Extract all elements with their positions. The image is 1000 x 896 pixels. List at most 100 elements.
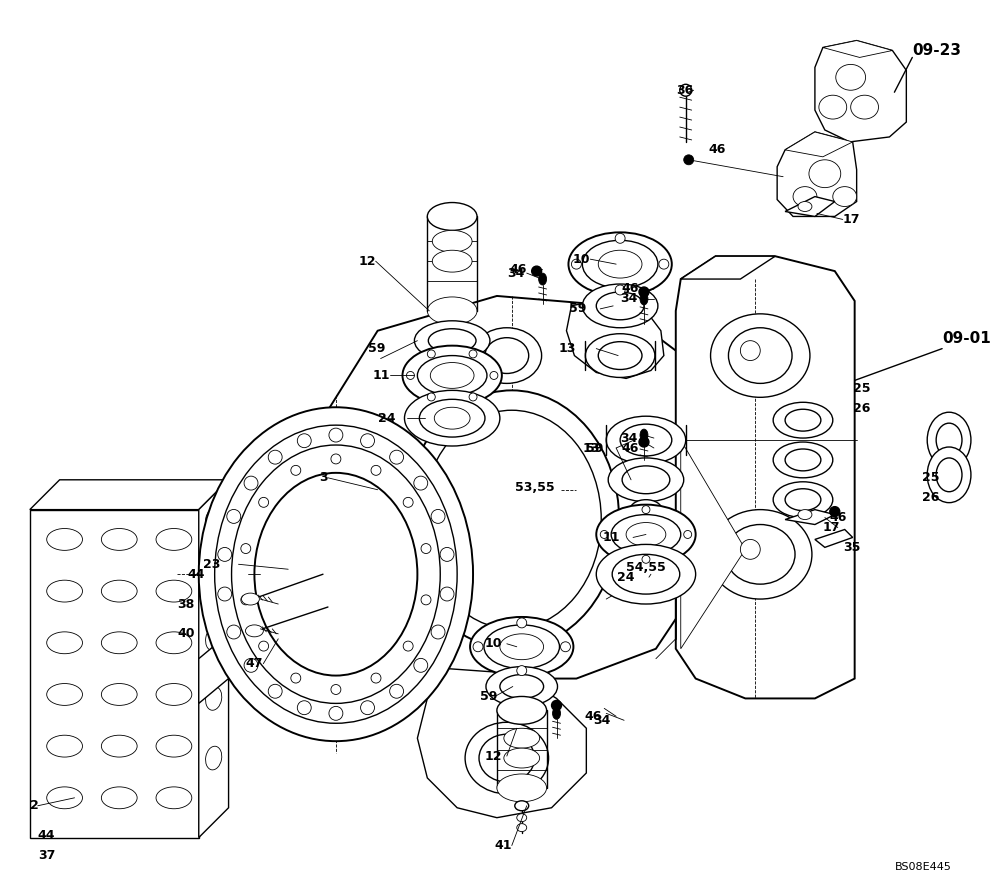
Ellipse shape: [830, 506, 840, 517]
Ellipse shape: [156, 529, 192, 550]
Ellipse shape: [517, 814, 527, 822]
Ellipse shape: [440, 587, 454, 601]
Ellipse shape: [254, 473, 417, 676]
Ellipse shape: [232, 445, 440, 703]
Ellipse shape: [390, 685, 404, 698]
Ellipse shape: [785, 449, 821, 471]
Ellipse shape: [515, 801, 529, 811]
Ellipse shape: [329, 706, 343, 720]
Polygon shape: [199, 479, 229, 838]
Text: 11: 11: [372, 369, 390, 382]
Ellipse shape: [244, 476, 258, 490]
Ellipse shape: [421, 544, 431, 554]
Ellipse shape: [414, 321, 490, 360]
Text: 13: 13: [583, 442, 600, 454]
Ellipse shape: [582, 240, 658, 288]
Ellipse shape: [404, 391, 619, 649]
Ellipse shape: [417, 356, 487, 395]
Ellipse shape: [606, 417, 686, 464]
Ellipse shape: [484, 625, 560, 668]
Polygon shape: [785, 132, 853, 157]
Text: 26: 26: [853, 401, 870, 415]
Ellipse shape: [630, 500, 662, 520]
Ellipse shape: [403, 642, 413, 651]
Ellipse shape: [539, 273, 547, 285]
Ellipse shape: [552, 701, 561, 711]
Ellipse shape: [206, 567, 222, 591]
Text: 36: 36: [676, 83, 694, 97]
Ellipse shape: [47, 581, 82, 602]
Ellipse shape: [596, 504, 696, 564]
Text: 17: 17: [843, 213, 860, 226]
Ellipse shape: [291, 673, 301, 683]
Polygon shape: [815, 40, 906, 142]
Polygon shape: [676, 256, 855, 699]
Ellipse shape: [639, 437, 649, 447]
Text: 10: 10: [573, 253, 590, 266]
Ellipse shape: [620, 424, 672, 456]
Ellipse shape: [404, 391, 500, 446]
Ellipse shape: [740, 539, 760, 559]
Ellipse shape: [809, 159, 841, 187]
Ellipse shape: [414, 476, 428, 490]
Ellipse shape: [427, 202, 477, 230]
Ellipse shape: [268, 450, 282, 464]
Text: 44: 44: [187, 568, 205, 581]
Text: 12: 12: [485, 750, 502, 762]
Ellipse shape: [206, 508, 222, 531]
Polygon shape: [681, 440, 745, 649]
Ellipse shape: [331, 685, 341, 694]
Ellipse shape: [156, 632, 192, 654]
Ellipse shape: [227, 510, 241, 523]
Ellipse shape: [47, 787, 82, 809]
Text: 38: 38: [178, 598, 195, 610]
Text: 41: 41: [494, 839, 512, 852]
Ellipse shape: [560, 642, 570, 651]
Ellipse shape: [553, 707, 560, 719]
Ellipse shape: [486, 667, 558, 706]
Ellipse shape: [582, 284, 658, 328]
Ellipse shape: [403, 497, 413, 507]
Ellipse shape: [101, 736, 137, 757]
Ellipse shape: [421, 595, 431, 605]
Ellipse shape: [640, 293, 648, 305]
Ellipse shape: [798, 202, 812, 211]
Ellipse shape: [215, 425, 457, 723]
Polygon shape: [30, 510, 199, 838]
Ellipse shape: [571, 259, 581, 269]
Ellipse shape: [615, 285, 625, 295]
Text: 17: 17: [823, 521, 840, 534]
Ellipse shape: [241, 544, 251, 554]
Ellipse shape: [422, 410, 601, 629]
Ellipse shape: [936, 423, 962, 457]
Ellipse shape: [259, 497, 269, 507]
Ellipse shape: [428, 329, 476, 353]
Text: 34: 34: [593, 714, 610, 727]
Ellipse shape: [773, 482, 833, 518]
Text: 3: 3: [319, 471, 328, 485]
Ellipse shape: [156, 736, 192, 757]
Ellipse shape: [156, 787, 192, 809]
Ellipse shape: [241, 595, 251, 605]
Ellipse shape: [517, 823, 527, 831]
Ellipse shape: [434, 408, 470, 429]
Ellipse shape: [490, 372, 498, 379]
Text: 53,55: 53,55: [515, 481, 555, 495]
Ellipse shape: [47, 684, 82, 705]
Polygon shape: [785, 510, 835, 524]
Polygon shape: [785, 196, 835, 217]
Polygon shape: [199, 633, 229, 703]
Ellipse shape: [47, 632, 82, 654]
Ellipse shape: [626, 522, 666, 547]
Ellipse shape: [497, 774, 547, 802]
Ellipse shape: [485, 338, 529, 374]
Ellipse shape: [598, 250, 642, 278]
Text: BS08E445: BS08E445: [895, 862, 952, 873]
Ellipse shape: [101, 632, 137, 654]
Ellipse shape: [199, 408, 473, 741]
Ellipse shape: [642, 505, 650, 513]
Ellipse shape: [927, 412, 971, 468]
Polygon shape: [777, 132, 857, 217]
Text: 40: 40: [177, 627, 195, 641]
Polygon shape: [566, 296, 664, 378]
